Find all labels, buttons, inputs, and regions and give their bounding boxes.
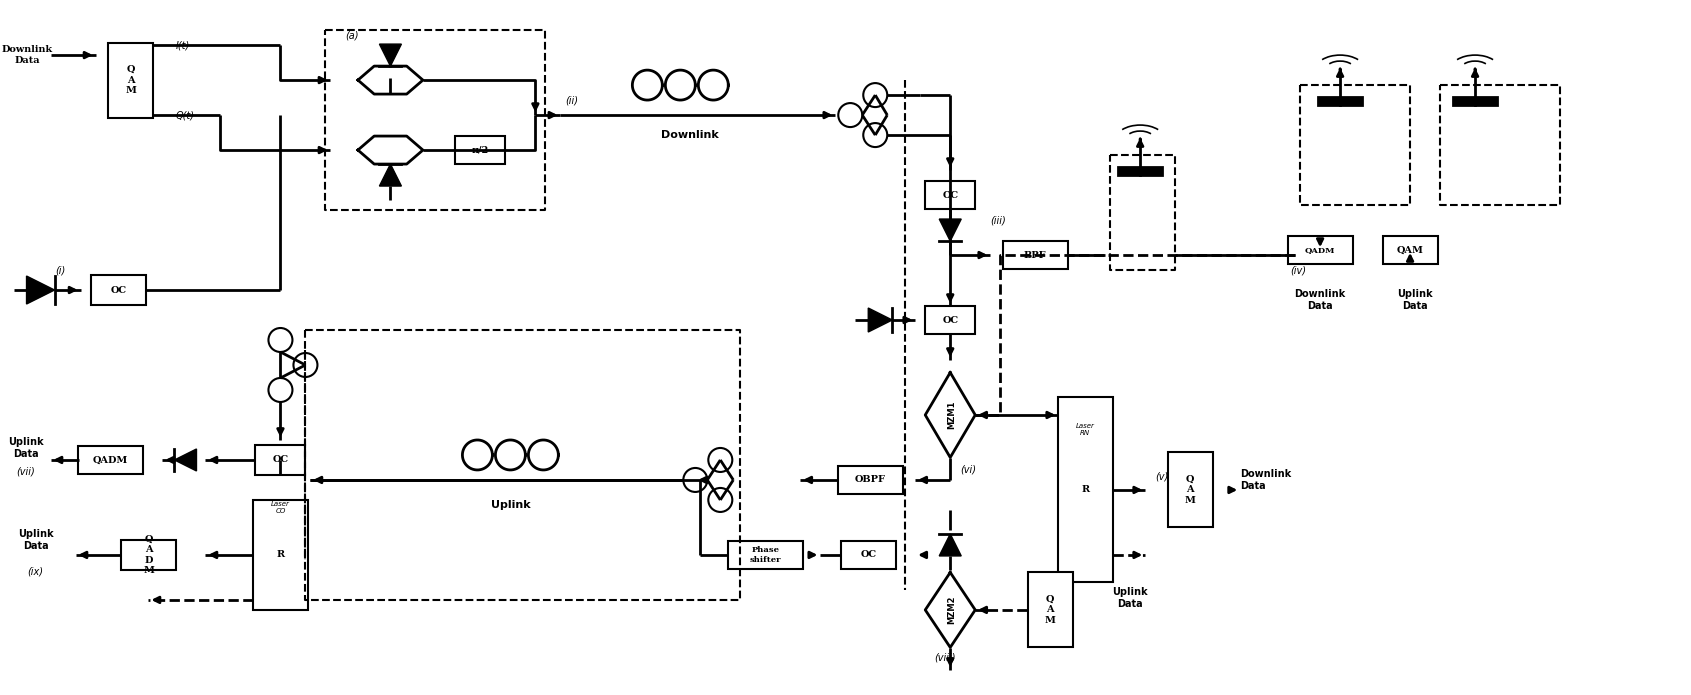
- Text: BPF: BPF: [1023, 250, 1047, 259]
- Bar: [1028, 573, 1072, 648]
- Bar: [78, 446, 144, 474]
- Text: QADM: QADM: [1305, 246, 1336, 254]
- Text: Laser
RN: Laser RN: [1075, 423, 1094, 436]
- Text: R: R: [276, 550, 284, 559]
- Bar: [1317, 97, 1363, 105]
- Bar: [122, 540, 176, 570]
- Bar: [727, 541, 803, 569]
- Text: Uplink
Data: Uplink Data: [1113, 587, 1148, 609]
- Bar: [1383, 236, 1437, 264]
- Bar: [455, 136, 506, 164]
- Text: Q
A
M: Q A M: [125, 65, 135, 95]
- Text: Q
A
M: Q A M: [1045, 595, 1055, 625]
- Polygon shape: [939, 534, 960, 556]
- Bar: [1057, 398, 1113, 582]
- Bar: [837, 466, 903, 494]
- Text: (vi): (vi): [960, 465, 976, 475]
- Text: OC: OC: [272, 455, 289, 464]
- Bar: [925, 181, 976, 209]
- Bar: [1453, 97, 1497, 105]
- Text: π/2: π/2: [472, 145, 489, 154]
- Text: I(t): I(t): [176, 40, 189, 50]
- Text: OC: OC: [861, 550, 876, 559]
- Text: Downlink
Data: Downlink Data: [2, 45, 52, 65]
- Text: QADM: QADM: [93, 455, 129, 464]
- Text: Uplink
Data: Uplink Data: [17, 529, 54, 550]
- Bar: [840, 541, 896, 569]
- Bar: [1003, 241, 1067, 269]
- Bar: [255, 445, 306, 475]
- Text: OC: OC: [942, 316, 959, 325]
- Text: Laser
CO: Laser CO: [271, 502, 289, 514]
- Text: OC: OC: [942, 190, 959, 199]
- Polygon shape: [174, 449, 196, 471]
- Text: Downlink
Data: Downlink Data: [1240, 469, 1292, 491]
- Bar: [1287, 236, 1353, 264]
- Text: Uplink
Data: Uplink Data: [8, 437, 44, 459]
- Text: (vii): (vii): [17, 467, 36, 477]
- Polygon shape: [867, 308, 893, 332]
- Text: OBPF: OBPF: [854, 475, 886, 484]
- Bar: [254, 500, 308, 610]
- Text: (ix): (ix): [27, 567, 44, 577]
- Bar: [108, 42, 152, 117]
- Text: (viii): (viii): [935, 653, 955, 663]
- Text: Uplink
Data: Uplink Data: [1397, 289, 1432, 311]
- Text: MZM2: MZM2: [947, 596, 957, 624]
- Text: Q
A
D
M: Q A D M: [144, 535, 154, 575]
- Text: R: R: [1081, 485, 1089, 494]
- Text: (i): (i): [56, 265, 66, 275]
- Bar: [1118, 167, 1162, 175]
- Text: (ii): (ii): [565, 95, 578, 105]
- Polygon shape: [27, 276, 54, 304]
- Text: Downlink
Data: Downlink Data: [1295, 289, 1346, 311]
- Text: QAM: QAM: [1397, 245, 1424, 254]
- Text: Q
A
M: Q A M: [1185, 475, 1196, 505]
- Text: (v): (v): [1155, 472, 1168, 482]
- Polygon shape: [379, 164, 401, 186]
- Polygon shape: [939, 219, 960, 241]
- Text: Q(t): Q(t): [176, 110, 194, 120]
- Polygon shape: [379, 44, 401, 66]
- Text: (iv): (iv): [1290, 265, 1305, 275]
- Bar: [91, 275, 145, 305]
- Text: Phase
shifter: Phase shifter: [749, 546, 781, 564]
- Text: (a): (a): [345, 30, 358, 40]
- Bar: [1168, 452, 1212, 528]
- Text: OC: OC: [110, 286, 127, 295]
- Bar: [925, 306, 976, 334]
- Text: MZM1: MZM1: [947, 401, 957, 430]
- Text: Uplink: Uplink: [490, 500, 531, 510]
- Text: (iii): (iii): [991, 215, 1006, 225]
- Text: Downlink: Downlink: [661, 130, 719, 140]
